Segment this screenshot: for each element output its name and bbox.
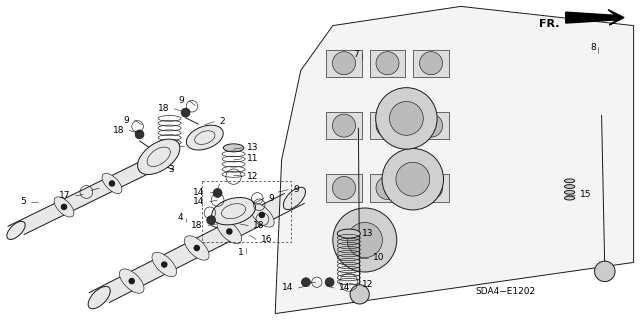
Text: 2: 2 [220,117,225,126]
Text: FR.: FR. [540,19,560,29]
Ellipse shape [120,269,144,293]
Text: 14: 14 [339,284,351,292]
Circle shape [376,88,437,149]
Text: 13: 13 [247,143,259,152]
Circle shape [207,216,216,225]
Circle shape [333,177,356,200]
Text: 12: 12 [362,280,374,289]
Text: 12: 12 [247,172,259,180]
Circle shape [333,114,356,137]
Circle shape [376,177,399,200]
FancyBboxPatch shape [413,174,449,202]
Circle shape [259,212,264,218]
Circle shape [347,222,383,258]
Text: 14: 14 [282,284,293,292]
Circle shape [325,278,334,287]
Circle shape [227,229,232,234]
Ellipse shape [184,236,209,260]
Ellipse shape [250,203,274,227]
Circle shape [420,177,443,200]
Text: 11: 11 [247,154,259,163]
Circle shape [333,208,397,272]
Text: 7: 7 [354,50,359,59]
Polygon shape [8,156,168,235]
Circle shape [135,130,144,139]
Circle shape [376,52,399,75]
Circle shape [129,278,134,284]
Text: 18: 18 [113,126,124,135]
Text: 9: 9 [269,194,275,203]
FancyBboxPatch shape [326,112,362,139]
Circle shape [195,245,200,251]
Circle shape [162,262,167,267]
FancyBboxPatch shape [413,50,449,77]
Polygon shape [275,6,634,314]
Circle shape [213,188,222,197]
Circle shape [181,108,190,117]
FancyBboxPatch shape [413,112,449,139]
Polygon shape [89,194,305,302]
Text: SDA4−E1202: SDA4−E1202 [475,287,535,296]
Circle shape [420,114,443,137]
Ellipse shape [564,185,575,188]
Text: 9: 9 [179,96,184,105]
Text: 8: 8 [591,43,596,52]
Ellipse shape [7,221,25,239]
FancyBboxPatch shape [370,50,405,77]
Ellipse shape [564,179,575,183]
Text: 18: 18 [191,221,203,230]
Circle shape [420,52,443,75]
Circle shape [382,148,444,210]
Text: 4: 4 [178,213,183,222]
Text: 18: 18 [157,104,169,113]
Text: 9: 9 [293,185,299,194]
Ellipse shape [88,286,110,309]
FancyBboxPatch shape [370,112,405,139]
Text: 5: 5 [20,197,26,206]
Ellipse shape [54,197,74,217]
Text: 9: 9 [124,116,129,124]
Ellipse shape [186,125,223,150]
Text: 18: 18 [253,221,265,230]
Ellipse shape [195,131,215,144]
FancyBboxPatch shape [326,50,362,77]
Text: 10: 10 [373,253,385,262]
Text: 14: 14 [193,197,205,206]
Ellipse shape [564,190,575,194]
Text: 3: 3 [168,165,174,174]
Circle shape [350,285,369,304]
Circle shape [396,162,429,196]
Ellipse shape [223,144,244,152]
FancyBboxPatch shape [326,174,362,202]
Ellipse shape [147,147,170,166]
FancyBboxPatch shape [370,174,405,202]
Polygon shape [566,10,624,25]
Ellipse shape [337,229,360,238]
Circle shape [376,114,399,137]
Ellipse shape [152,252,177,277]
Ellipse shape [138,139,180,174]
Text: 6: 6 [189,142,195,151]
Ellipse shape [102,173,122,194]
Circle shape [61,204,67,210]
Ellipse shape [284,187,305,210]
Text: 13: 13 [362,229,374,238]
Text: 15: 15 [580,190,591,199]
Text: 17: 17 [59,191,70,200]
Ellipse shape [217,219,242,244]
Circle shape [109,181,115,186]
Circle shape [333,52,356,75]
Ellipse shape [221,204,246,219]
Text: 16: 16 [261,235,273,244]
Circle shape [390,101,423,135]
Ellipse shape [212,197,255,225]
Ellipse shape [564,196,575,200]
Ellipse shape [151,151,169,169]
Text: 14: 14 [193,188,205,196]
Circle shape [301,278,310,287]
Text: 1: 1 [239,248,244,257]
Circle shape [595,261,615,282]
